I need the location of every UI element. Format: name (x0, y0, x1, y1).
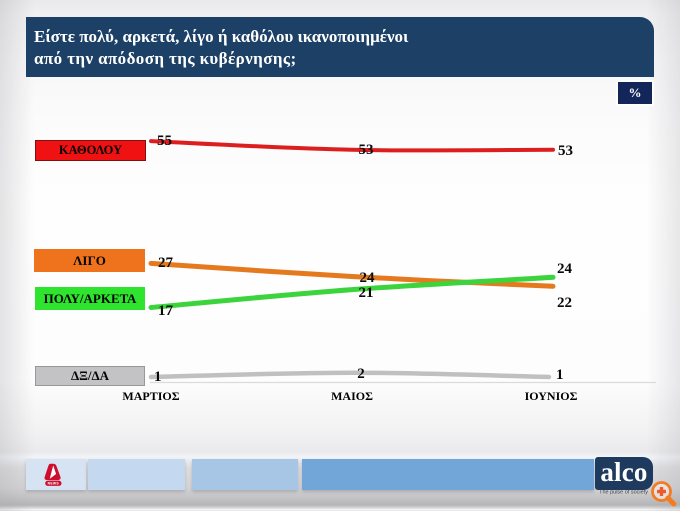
svg-text:NEWS: NEWS (48, 482, 60, 486)
